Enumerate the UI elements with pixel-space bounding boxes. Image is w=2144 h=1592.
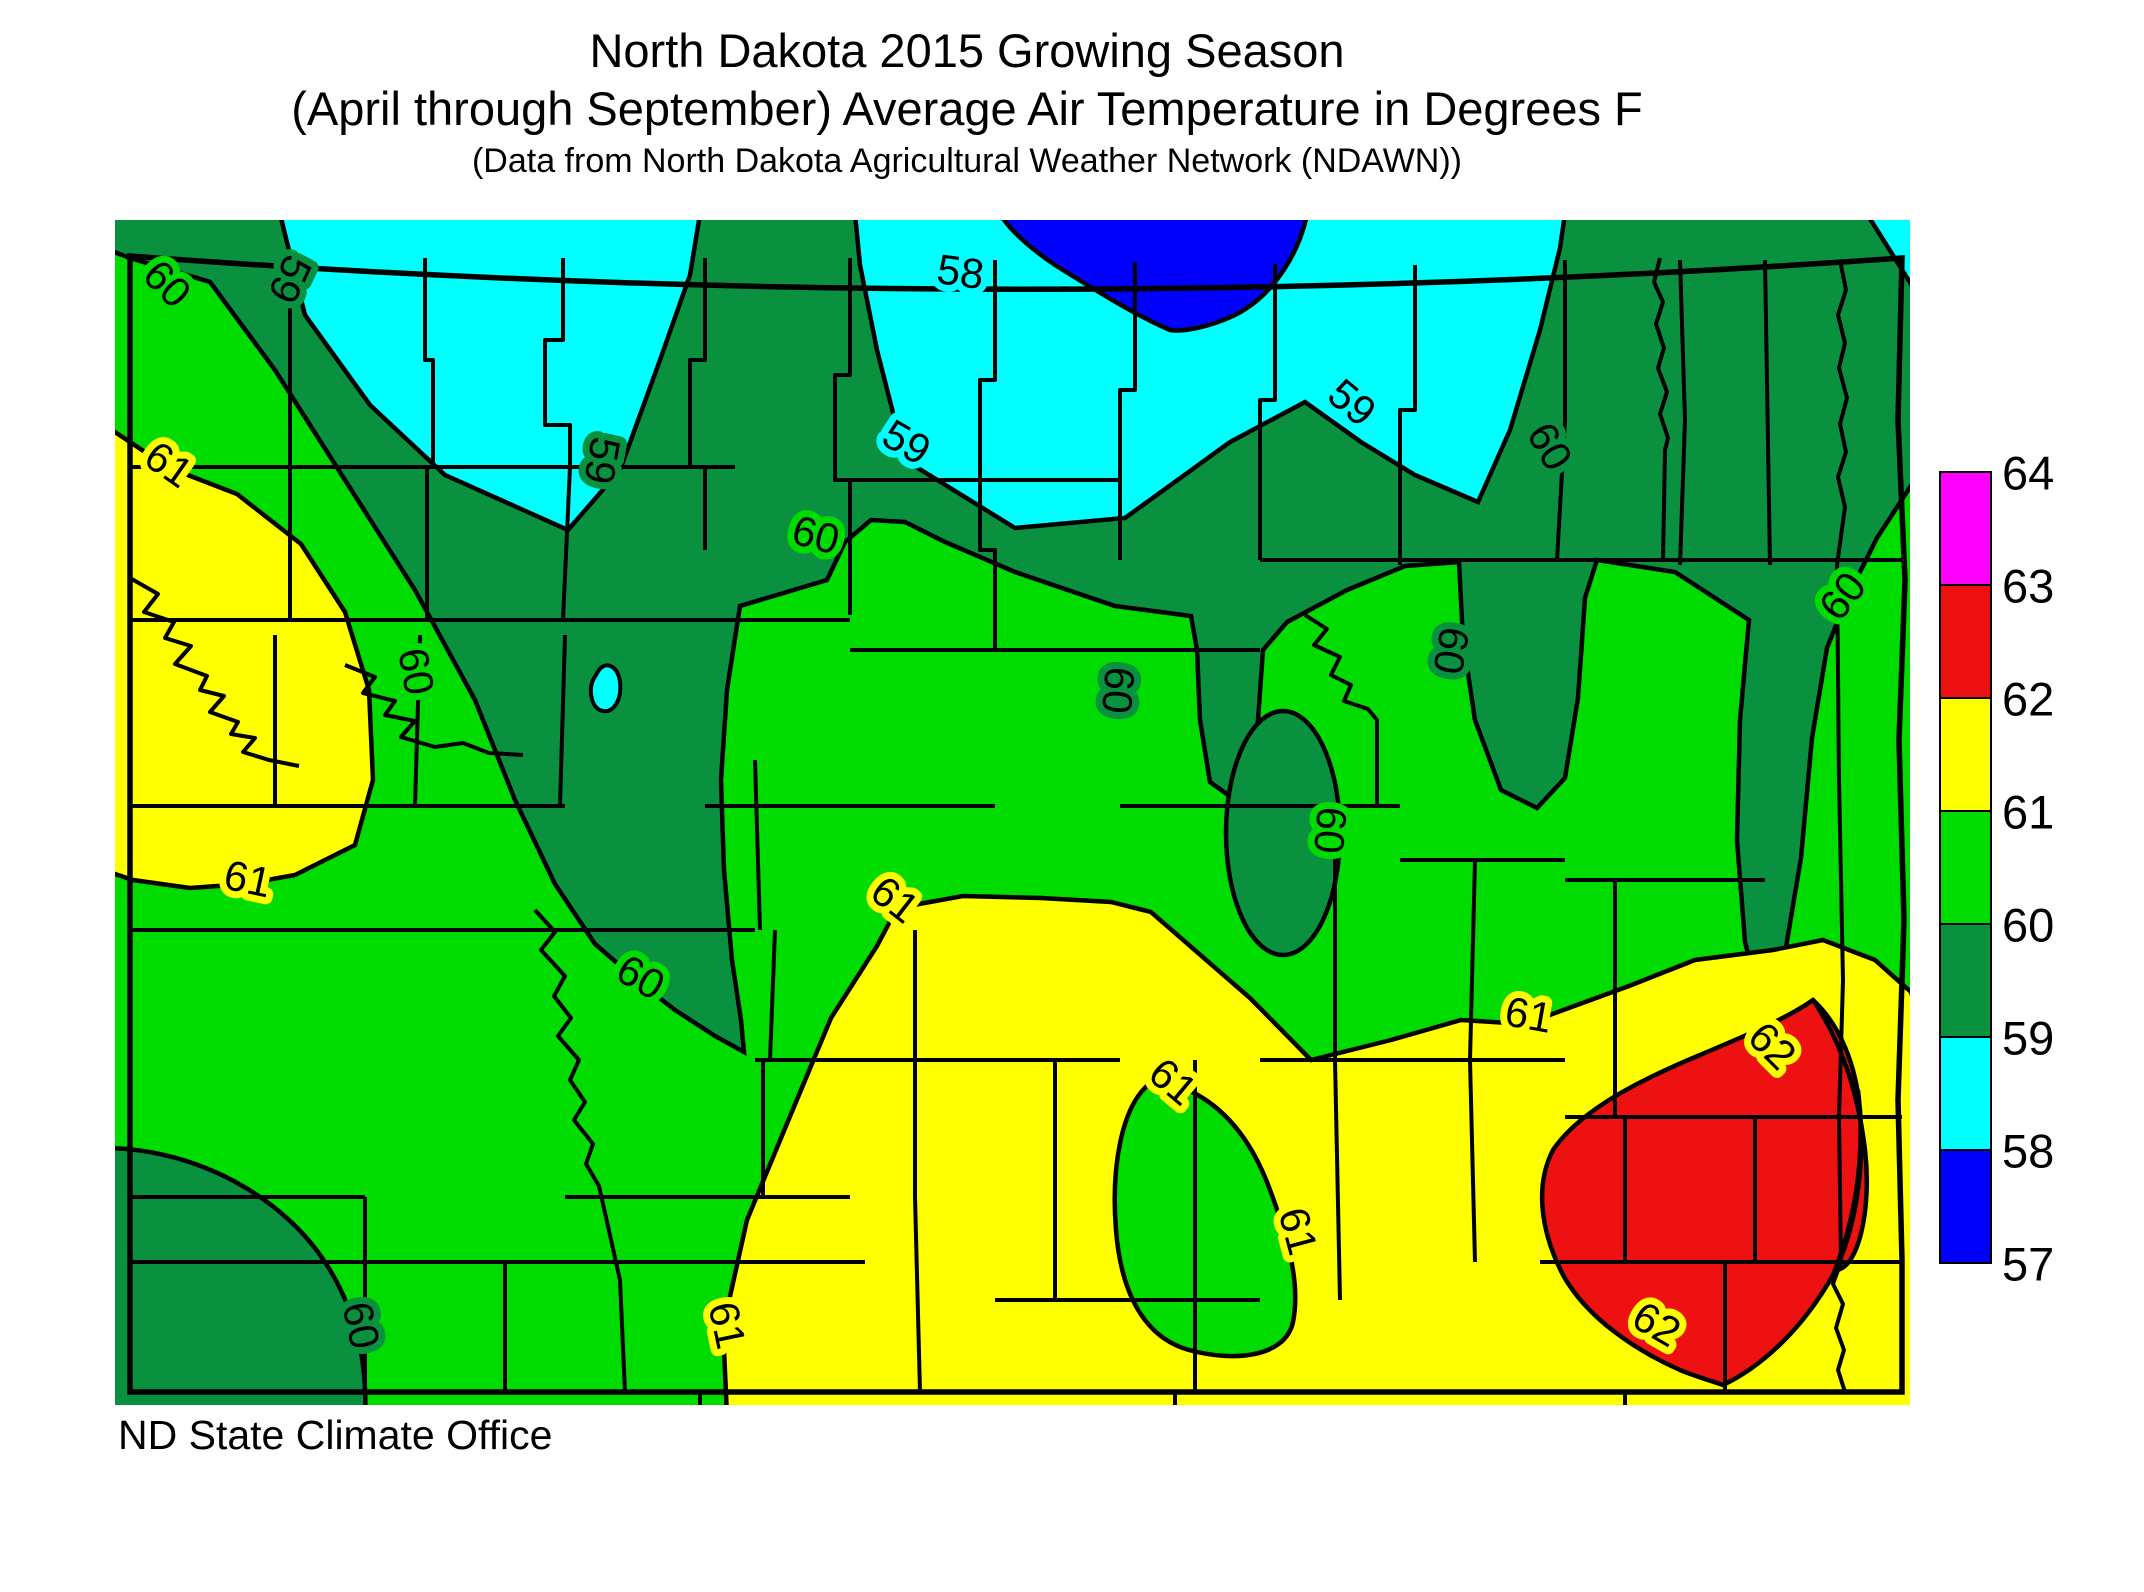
contour-label-59: 59 [575,434,629,488]
contour-label-61: 61 [220,851,275,907]
contour-label-58: 58 [934,245,987,298]
region-darkgreen-oval [1223,708,1343,958]
contour-label-60: 60 [1305,805,1356,856]
contour-label-60: 60 [389,644,443,698]
colorbar-segment-61-62 [1939,697,1992,810]
colorbar-segment-63-64 [1939,471,1992,584]
county-boundaries [129,257,1902,1405]
colorbar-label-62: 62 [2002,672,2055,726]
colorbar-label-58: 58 [2002,1124,2055,1178]
state-border [127,253,1908,1395]
attribution-text: ND State Climate Office [118,1412,553,1458]
colorbar-label-60: 60 [2002,898,2055,952]
region-green-finger [1112,1077,1298,1359]
colorbar-legend: 64 63 62 61 60 59 58 57 [1939,447,2054,1291]
colorbar-segment-57-58 [1939,1149,1992,1264]
contour-label-61: 61 [699,1298,755,1353]
lake-cyan-dot [588,663,623,714]
region-cyan-west [279,220,702,533]
colorbar-segment-59-60 [1939,923,1992,1036]
region-cyan-main [853,220,1567,531]
region-blue-57-58 [1001,220,1308,333]
colorbar-label-59: 59 [2002,1011,2055,1065]
colorbar-label-63: 63 [2002,559,2055,613]
region-red-62-63 [1539,997,1870,1388]
region-cyan-ne-corner [1868,220,1910,287]
colorbar-label-61: 61 [2002,785,2055,839]
contour-map-svg: 60 59595859596060606060606160616061616161… [115,220,1910,1405]
colorbar-segment-60-61 [1939,810,1992,923]
region-yellow-west [115,429,376,891]
map-title-line2: (April through September) Average Air Te… [291,82,1643,135]
map-title-line1: North Dakota 2015 Growing Season [589,24,1345,77]
contour-map: 60 59 59 58 59 59 60 60 60 60 60 60 61 60 61 60 61 61 61 61… [115,220,1910,1405]
contour-label-61: 61 [1502,987,1556,1041]
contour-label-60: 60 [1424,624,1478,678]
title-block: North Dakota 2015 Growing Season (April … [0,22,1934,184]
colorbar-label-64: 64 [2002,446,2055,500]
colorbar-segment-62-63 [1939,584,1992,697]
contour-label-60: 60 [333,1298,389,1353]
colorbar-segment-58-59 [1939,1036,1992,1149]
map-title-subtitle: (Data from North Dakota Agricultural Wea… [471,142,1463,180]
contour-label-60: 60 [1093,665,1144,716]
colorbar-label-57: 57 [2002,1237,2055,1291]
